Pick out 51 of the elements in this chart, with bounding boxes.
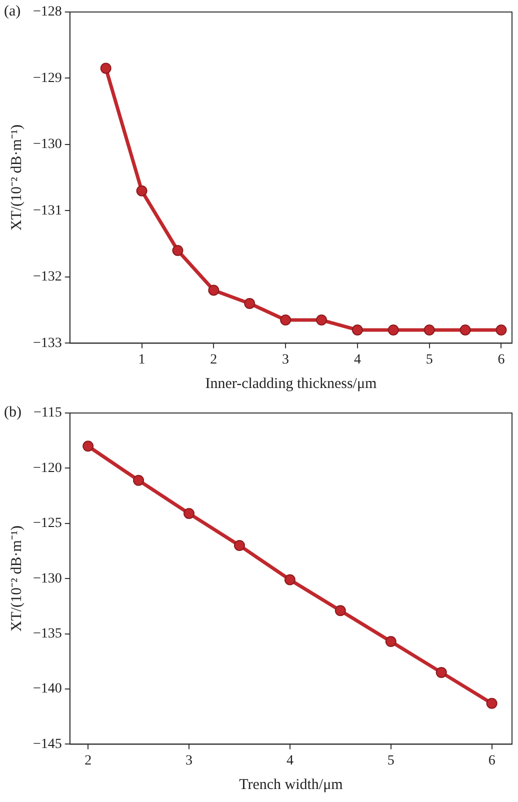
point xyxy=(100,62,112,74)
y-tick-label: −131 xyxy=(32,203,62,218)
point xyxy=(172,244,184,256)
point xyxy=(208,284,220,296)
y-tick-label: −132 xyxy=(32,270,62,285)
x-tick-label: 4 xyxy=(286,753,294,768)
point xyxy=(244,298,256,309)
y-tick-label: −140 xyxy=(32,682,62,697)
x-tick-label: 5 xyxy=(426,352,433,368)
text: (a) xyxy=(4,3,21,20)
y-tick-label: −120 xyxy=(32,460,62,476)
y-tick-label: −115 xyxy=(34,406,62,421)
point xyxy=(486,698,498,709)
y-tick-label: −135 xyxy=(32,626,62,642)
point xyxy=(352,324,363,336)
y-axis-title: XT/(10⁻² dB·m⁻¹) xyxy=(8,124,25,231)
point xyxy=(184,508,194,519)
y-tick-label: −130 xyxy=(32,571,62,586)
y-axis-title: XT/(10⁻² dB·m⁻¹) xyxy=(8,526,25,632)
point xyxy=(136,185,148,196)
point xyxy=(284,574,296,586)
point xyxy=(460,324,471,336)
y-tick-label: −133 xyxy=(32,336,62,351)
point xyxy=(496,324,507,336)
y-tick-label: −125 xyxy=(32,516,62,532)
x-tick-label: 4 xyxy=(354,352,361,368)
x-tick-label: 6 xyxy=(498,352,505,368)
text: (b) xyxy=(4,404,22,420)
point xyxy=(280,314,292,326)
x-axis-title: Trench width/μm xyxy=(239,776,344,793)
y-tick-label: −128 xyxy=(32,4,62,20)
x-tick-label: 3 xyxy=(186,753,192,768)
point xyxy=(436,666,447,678)
point xyxy=(316,314,327,326)
x-tick-label: 2 xyxy=(84,753,92,768)
point xyxy=(424,324,435,336)
x-tick-label: 6 xyxy=(488,753,496,768)
x-tick-label: 2 xyxy=(210,352,218,368)
x-tick-label: 1 xyxy=(138,352,146,368)
y-tick-label: −145 xyxy=(32,736,62,752)
x-tick-label: 5 xyxy=(387,753,394,768)
point xyxy=(385,636,396,648)
point xyxy=(133,474,144,486)
x-tick-label: 3 xyxy=(282,352,290,368)
point xyxy=(234,540,245,551)
point xyxy=(334,605,346,616)
y-tick-label: −129 xyxy=(32,70,62,86)
y-tick-label: −130 xyxy=(32,137,62,152)
point xyxy=(388,324,399,336)
point xyxy=(82,440,94,452)
x-axis-title: Inner-cladding thickness/μm xyxy=(205,376,377,392)
